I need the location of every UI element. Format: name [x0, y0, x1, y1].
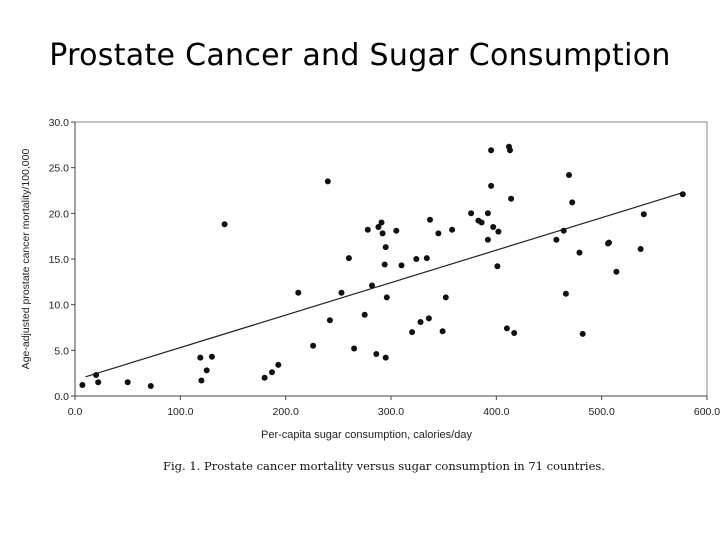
data-point: [511, 330, 518, 336]
data-point: [449, 226, 456, 233]
plot-area-frame: [74, 121, 708, 397]
y-tick-label: 0.0: [54, 391, 69, 403]
data-point: [221, 221, 228, 228]
data-point: [679, 191, 686, 198]
y-tick-label: 20.0: [49, 208, 70, 220]
data-point: [203, 367, 210, 374]
x-tick-label: 300.0: [378, 406, 404, 418]
data-point: [324, 178, 331, 185]
data-point: [495, 228, 502, 235]
data-point: [508, 195, 515, 202]
figure-caption: Fig. 1. Prostate cancer mortality versus…: [163, 459, 605, 473]
data-point: [93, 372, 100, 378]
data-point: [435, 230, 442, 237]
data-point: [326, 317, 333, 324]
data-point: [423, 255, 430, 262]
y-tick-label: 30.0: [49, 117, 70, 129]
x-tick-label: 200.0: [273, 406, 299, 418]
data-point: [364, 226, 371, 233]
y-tick-label: 25.0: [49, 163, 70, 175]
data-point: [124, 379, 131, 386]
data-point: [197, 354, 204, 361]
data-point: [478, 219, 485, 226]
data-point: [560, 227, 567, 234]
data-point: [198, 377, 205, 384]
data-point: [562, 290, 569, 297]
data-points: [79, 143, 686, 389]
x-axis-label: Per-capita sugar consumption, calories/d…: [261, 429, 472, 441]
data-point: [382, 244, 389, 251]
data-point: [484, 210, 491, 217]
data-point: [579, 330, 586, 337]
x-tick-label: 600.0: [694, 406, 720, 418]
data-point: [95, 379, 102, 386]
data-point: [488, 182, 495, 189]
data-point: [484, 236, 491, 243]
data-point: [379, 230, 386, 237]
data-point: [345, 255, 352, 262]
data-point: [382, 354, 389, 361]
y-tick-label: 5.0: [54, 345, 69, 357]
data-point: [488, 147, 495, 154]
data-point: [383, 294, 390, 301]
data-point: [338, 289, 345, 296]
x-tick-label: 0.0: [68, 406, 83, 418]
data-point: [490, 224, 497, 230]
data-point: [413, 256, 420, 262]
data-point: [361, 311, 368, 318]
data-point: [503, 325, 510, 332]
data-point: [507, 147, 513, 154]
data-point: [295, 289, 302, 296]
trendline: [85, 191, 685, 378]
data-point: [208, 353, 215, 360]
data-point: [369, 282, 375, 289]
data-point: [494, 263, 501, 270]
axis-ticks: 0.0 100.0 200.0 300.0 400.0 500.0 600.0 0.0 5.0 1…: [49, 117, 720, 418]
data-point: [351, 345, 358, 352]
y-tick-label: 10.0: [49, 300, 70, 312]
data-point: [398, 262, 405, 269]
data-point: [468, 210, 475, 217]
x-tick-label: 100.0: [167, 406, 193, 418]
data-point: [439, 328, 446, 335]
data-point: [409, 329, 416, 336]
data-point: [261, 374, 268, 381]
data-point: [566, 172, 572, 178]
data-point: [310, 342, 317, 349]
y-axis-label: Age-adjusted prostate cancer mortality/1…: [20, 149, 32, 370]
data-point: [606, 239, 612, 246]
data-point: [569, 199, 576, 206]
slide-title: Prostate Cancer and Sugar Consumption: [49, 38, 671, 73]
data-point: [640, 211, 647, 218]
data-point: [425, 315, 432, 322]
data-point: [442, 294, 449, 301]
data-point: [79, 382, 86, 388]
y-tick-label: 15.0: [49, 254, 70, 266]
x-tick-label: 400.0: [483, 406, 509, 418]
data-point: [417, 319, 424, 325]
data-point: [147, 383, 154, 389]
data-point: [427, 216, 433, 223]
data-point: [553, 236, 560, 243]
data-point: [269, 369, 275, 376]
data-point: [393, 227, 400, 234]
data-point: [637, 246, 644, 252]
data-point: [576, 249, 583, 256]
data-point: [275, 361, 282, 368]
data-point: [373, 351, 380, 357]
data-point: [378, 219, 385, 226]
data-point: [375, 224, 382, 230]
data-point: [613, 268, 620, 275]
data-point: [381, 261, 388, 268]
x-tick-label: 500.0: [589, 406, 615, 418]
